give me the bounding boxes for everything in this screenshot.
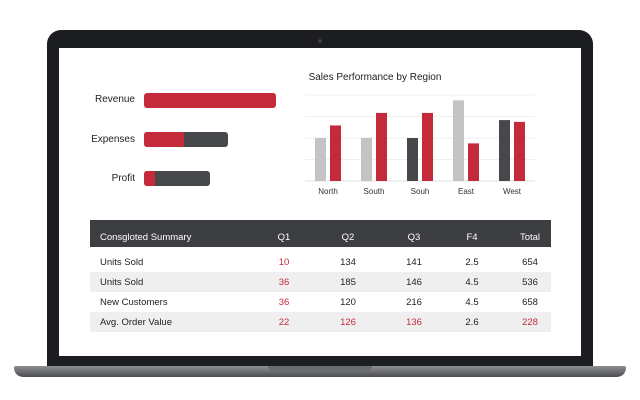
- cell-q2: 185: [340, 276, 356, 288]
- x-tick-label: North: [318, 187, 338, 196]
- column-header-q2: Q2: [341, 232, 355, 243]
- metric-bar-revenue-fill: [144, 93, 276, 108]
- webcam-icon: [318, 39, 322, 43]
- column-header-total: Total: [519, 232, 541, 243]
- metric-bar-expenses: [144, 132, 228, 147]
- cell-total: 228: [522, 316, 538, 328]
- cell-total: 658: [522, 296, 538, 308]
- metric-label-profit: Profit: [111, 173, 135, 184]
- cell-q2: 134: [340, 256, 356, 268]
- table-row: Avg. Order Value 22 126 136 2.6 228: [90, 312, 551, 332]
- bar-south-s0: [361, 138, 372, 181]
- cell-q3: 146: [406, 276, 422, 288]
- cell-q3: 136: [406, 316, 422, 328]
- cell-q3: 141: [406, 256, 422, 268]
- table-title: Consgloted Summary: [100, 232, 192, 243]
- cell-total: 536: [522, 276, 538, 288]
- cell-f4: 4.5: [465, 296, 479, 308]
- row-label: New Customers: [100, 296, 168, 308]
- row-label: Units Sold: [100, 256, 144, 268]
- row-label: Avg. Order Value: [100, 316, 172, 328]
- table-header: Consgloted Summary Q1 Q2 Q3 F4 Total: [90, 220, 551, 247]
- x-tick-label: Souh: [411, 187, 430, 196]
- metric-bar-profit: [144, 171, 210, 186]
- cell-f4: 2.5: [465, 256, 479, 268]
- metric-bar-revenue: [144, 93, 276, 108]
- bar-souh-s1: [407, 138, 418, 181]
- cell-q1: 36: [278, 276, 290, 288]
- cell-total: 654: [522, 256, 538, 268]
- table-row: New Customers 36 120 216 4.5 658: [90, 292, 551, 312]
- regional-sales-chart: North South Souh East West: [305, 94, 535, 196]
- cell-q2: 126: [340, 316, 356, 328]
- metric-bar-profit-fill: [144, 171, 156, 186]
- laptop-base: [14, 366, 626, 377]
- bar-north-s2: [330, 125, 341, 181]
- column-header-q1: Q1: [277, 232, 291, 243]
- cell-q1: 36: [278, 296, 290, 308]
- row-label: Units Sold: [100, 276, 144, 288]
- summary-table: Consgloted Summary Q1 Q2 Q3 F4 Total Uni…: [90, 220, 551, 332]
- bar-west-s2: [514, 121, 525, 181]
- column-header-f4: F4: [466, 232, 478, 243]
- bar-east-s2: [468, 143, 479, 181]
- bar-souh-s2: [422, 112, 433, 181]
- dashboard-screen: Revenue Expenses Profit Sales Performanc…: [59, 48, 581, 356]
- x-tick-label: East: [458, 187, 475, 196]
- metric-bar-expenses-fill: [144, 132, 185, 147]
- cell-q1: 22: [278, 316, 290, 328]
- cell-f4: 4.5: [465, 276, 479, 288]
- bar-north-s0: [315, 138, 326, 181]
- metric-label-revenue: Revenue: [94, 94, 135, 105]
- chart-title: Sales Performance by Region: [308, 72, 442, 83]
- bar-south-s2: [376, 112, 387, 181]
- x-tick-label: West: [503, 187, 522, 196]
- table-row: Units Sold 10 134 141 2.5 654: [90, 252, 551, 272]
- metric-label-expenses: Expenses: [91, 134, 135, 145]
- table-row: Units Sold 36 185 146 4.5 536: [90, 272, 551, 292]
- column-header-q3: Q3: [407, 232, 421, 243]
- bar-east-s0: [453, 100, 464, 181]
- bar-west-s1: [499, 120, 510, 181]
- cell-q2: 120: [340, 296, 356, 308]
- x-tick-label: South: [364, 187, 385, 196]
- cell-q3: 216: [406, 296, 422, 308]
- laptop-notch: [268, 366, 372, 371]
- cell-q1: 10: [278, 256, 290, 268]
- cell-f4: 2.6: [465, 316, 479, 328]
